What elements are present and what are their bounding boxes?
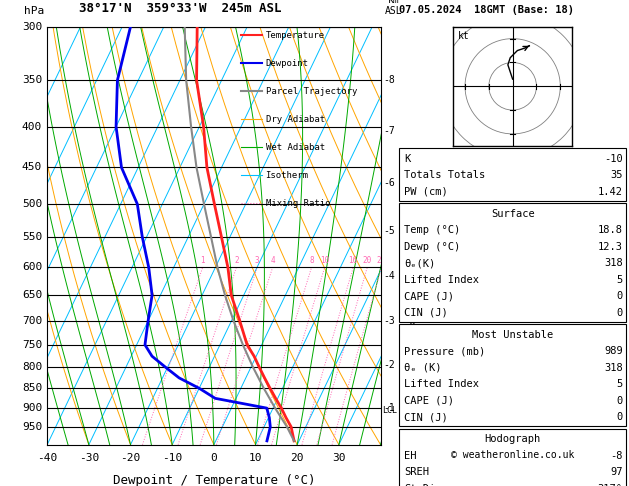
Text: 900: 900 [22,403,42,413]
Text: 10: 10 [320,256,330,265]
Text: Surface: Surface [491,208,535,219]
Text: Lifted Index: Lifted Index [404,275,479,285]
Text: Totals Totals: Totals Totals [404,170,486,180]
Text: 0: 0 [616,412,623,422]
Text: CIN (J): CIN (J) [404,412,448,422]
Text: 0: 0 [616,291,623,301]
Text: -5: -5 [383,226,395,236]
Text: Dry Adiabat: Dry Adiabat [265,115,325,123]
Text: K: K [404,154,411,164]
Text: 950: 950 [22,422,42,432]
Text: 12.3: 12.3 [598,242,623,252]
Text: 600: 600 [22,262,42,272]
Text: 5: 5 [616,275,623,285]
Text: -8: -8 [383,75,395,85]
Text: Mixing Ratio: Mixing Ratio [265,199,330,208]
Text: 989: 989 [604,346,623,356]
Text: 750: 750 [22,340,42,350]
Text: kt: kt [458,32,470,41]
Text: 800: 800 [22,362,42,372]
Text: CIN (J): CIN (J) [404,308,448,318]
Text: 350: 350 [22,75,42,85]
Text: 10: 10 [249,453,262,463]
Text: -3: -3 [383,316,395,326]
Text: -1: -1 [383,403,395,413]
Text: Isotherm: Isotherm [265,171,309,180]
Text: 8: 8 [309,256,314,265]
Text: 318: 318 [604,258,623,268]
Text: 35: 35 [610,170,623,180]
Text: -6: -6 [383,177,395,188]
Text: Dewpoint / Temperature (°C): Dewpoint / Temperature (°C) [113,474,315,486]
Text: θₑ (K): θₑ (K) [404,363,442,373]
Text: -4: -4 [383,271,395,281]
Text: -10: -10 [162,453,182,463]
Text: Temp (°C): Temp (°C) [404,225,460,235]
Text: 550: 550 [22,232,42,242]
Text: 30: 30 [332,453,345,463]
Text: 450: 450 [22,162,42,173]
Text: 317°: 317° [598,484,623,486]
Text: 07.05.2024  18GMT (Base: 18): 07.05.2024 18GMT (Base: 18) [399,4,574,15]
Text: 1: 1 [201,256,205,265]
Text: 318: 318 [604,363,623,373]
Text: 0: 0 [616,308,623,318]
Text: 38°17'N  359°33'W  245m ASL: 38°17'N 359°33'W 245m ASL [79,1,281,15]
Text: hPa: hPa [24,6,44,17]
Text: CAPE (J): CAPE (J) [404,396,454,406]
Text: 16: 16 [348,256,358,265]
Text: Lifted Index: Lifted Index [404,379,479,389]
Text: 650: 650 [22,290,42,300]
Text: θₑ(K): θₑ(K) [404,258,436,268]
Text: 0: 0 [211,453,217,463]
Text: SREH: SREH [404,467,430,477]
Text: 1.42: 1.42 [598,187,623,197]
Text: 0: 0 [616,396,623,406]
Text: 20: 20 [363,256,372,265]
Text: -2: -2 [383,360,395,370]
Text: StmDir: StmDir [404,484,442,486]
Text: Pressure (mb): Pressure (mb) [404,346,486,356]
Text: Dewpoint: Dewpoint [265,59,309,68]
Text: EH: EH [404,451,417,461]
Text: 25: 25 [377,256,386,265]
Text: km
ASL: km ASL [385,0,403,17]
Text: -30: -30 [79,453,99,463]
Text: 4: 4 [270,256,275,265]
Text: © weatheronline.co.uk: © weatheronline.co.uk [451,450,574,460]
Text: -8: -8 [610,451,623,461]
Text: -7: -7 [383,126,395,136]
Text: Mixing Ratio (g/kg): Mixing Ratio (g/kg) [409,235,418,337]
Text: Most Unstable: Most Unstable [472,330,554,340]
Text: 500: 500 [22,199,42,209]
Text: -40: -40 [37,453,57,463]
Text: 5: 5 [616,379,623,389]
Text: -10: -10 [604,154,623,164]
Text: Hodograph: Hodograph [484,434,541,444]
Text: 18.8: 18.8 [598,225,623,235]
Text: -20: -20 [120,453,141,463]
Text: Dewp (°C): Dewp (°C) [404,242,460,252]
Text: Parcel Trajectory: Parcel Trajectory [265,87,357,96]
Text: 97: 97 [610,467,623,477]
Text: Wet Adiabat: Wet Adiabat [265,142,325,152]
Text: CAPE (J): CAPE (J) [404,291,454,301]
Text: 400: 400 [22,122,42,132]
Text: 3: 3 [255,256,260,265]
Text: 2: 2 [234,256,239,265]
Text: 850: 850 [22,383,42,393]
Text: 300: 300 [22,22,42,32]
Text: Temperature: Temperature [265,31,325,39]
Text: 700: 700 [22,316,42,326]
Text: PW (cm): PW (cm) [404,187,448,197]
Text: LCL: LCL [382,405,397,415]
Text: 20: 20 [291,453,304,463]
